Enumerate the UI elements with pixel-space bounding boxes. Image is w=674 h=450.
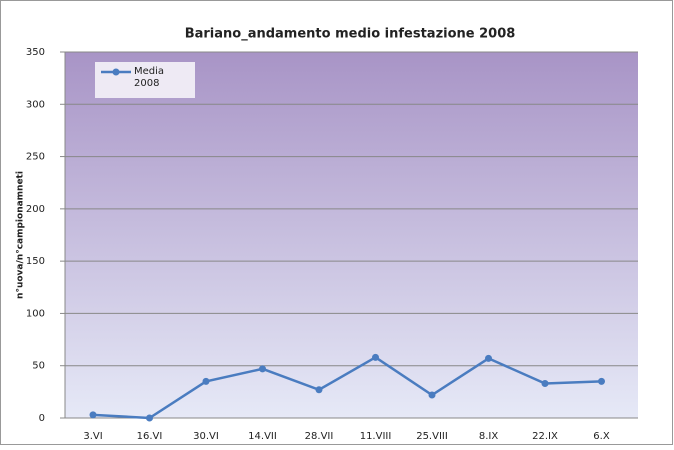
y-tick-label: 50 bbox=[32, 361, 45, 372]
legend-entry: Media 2008 bbox=[134, 66, 165, 89]
y-tick-label: 150 bbox=[26, 256, 45, 267]
x-tick-label: 8.IX bbox=[479, 431, 498, 442]
x-tick-label: 22.IX bbox=[532, 431, 558, 442]
legend-label: Media 2008 bbox=[134, 66, 165, 89]
y-tick-label: 200 bbox=[26, 204, 45, 215]
point bbox=[315, 386, 323, 394]
chart-title: Bariano_andamento medio infestazione 200… bbox=[185, 27, 516, 42]
x-tick-label: 28.VII bbox=[305, 431, 334, 442]
point bbox=[259, 365, 266, 373]
y-tick-label: 250 bbox=[26, 152, 45, 163]
point bbox=[202, 377, 210, 385]
x-tick-label: 6.X bbox=[593, 431, 610, 442]
x-tick-label: 30.VI bbox=[193, 431, 219, 442]
legend-box bbox=[95, 62, 195, 98]
point bbox=[541, 379, 549, 387]
point bbox=[598, 377, 605, 385]
y-tick-label: 100 bbox=[26, 308, 45, 319]
point bbox=[428, 391, 436, 399]
y-tick-label: 350 bbox=[26, 47, 45, 58]
x-tick-label: 11.VIII bbox=[360, 431, 392, 442]
line-series bbox=[92, 355, 602, 420]
point bbox=[485, 354, 492, 362]
y-tick-label: 0 bbox=[39, 413, 45, 424]
plot-area bbox=[65, 52, 638, 418]
point bbox=[146, 414, 153, 422]
x-tick-label: 16.VI bbox=[137, 431, 163, 442]
x-tick-label: 3.VI bbox=[83, 431, 102, 442]
y-tick-label: 300 bbox=[26, 99, 45, 110]
point bbox=[89, 411, 97, 419]
x-tick-label: 25.VIII bbox=[416, 431, 448, 442]
point bbox=[372, 353, 379, 361]
x-tick-label: 14.VII bbox=[248, 431, 277, 442]
y-axis-label: n°uova/n°campionamneti bbox=[16, 171, 26, 299]
legend-marker bbox=[112, 68, 120, 76]
